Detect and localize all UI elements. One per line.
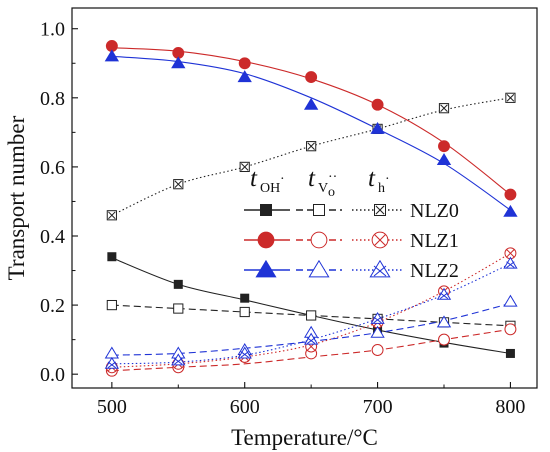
legend-label-nlz1: NLZ1: [410, 230, 459, 252]
legend-header-sub-h: h: [378, 181, 385, 196]
data-point-nlz0-h-550: [173, 179, 184, 190]
data-point-nlz0-h-500: [106, 210, 117, 221]
y-tick-label-0: 0.0: [40, 364, 65, 386]
data-point-nlz2-oh-500: [104, 49, 120, 62]
data-point-nlz1-oh-650: [305, 71, 318, 84]
legend-row-nlz1: NLZ1: [244, 230, 459, 252]
data-point-nlz2-v-800: [503, 294, 518, 307]
y-tick-label-0.4: 0.4: [40, 226, 65, 248]
legend-row-nlz0: NLZ0: [244, 200, 459, 222]
data-point-nlz2-oh-800: [503, 204, 518, 217]
legend-label-nlz0: NLZ0: [410, 200, 459, 222]
data-point-nlz0-h-800: [505, 92, 516, 103]
legend-header-sub-o: o: [328, 185, 335, 200]
y-tick-label-0.6: 0.6: [40, 157, 65, 179]
legend-marker-nlz2-oh: [255, 259, 277, 278]
legend-header-oh: t OH·: [250, 165, 285, 196]
plot-frame: [71, 7, 538, 389]
data-point-nlz2-oh-600: [237, 70, 252, 83]
data-point-nlz2-v-700: [370, 325, 385, 338]
data-point-nlz2-h-800: [503, 256, 518, 269]
legend-label-nlz2: NLZ2: [410, 260, 459, 282]
legend-header-h: t h·: [368, 165, 390, 196]
x-tick-label-500: 500: [97, 396, 127, 418]
y-tick-label-1: 1.0: [40, 19, 65, 41]
x-tick-label-600: 600: [230, 396, 260, 418]
legend-header-sub-v: V: [318, 181, 328, 196]
y-axis-title: Transport number: [4, 115, 29, 280]
data-point-nlz0-oh-550: [173, 279, 183, 289]
data-point-nlz0-v-650: [306, 310, 317, 321]
data-point-nlz2-v-750: [436, 315, 452, 328]
x-tick-label-800: 800: [495, 396, 525, 418]
data-point-nlz1-oh-600: [238, 57, 251, 70]
data-point-nlz0-v-600: [239, 306, 250, 318]
data-point-nlz2-oh-750: [436, 153, 452, 165]
legend-row-nlz2: NLZ2: [244, 259, 459, 282]
data-point-nlz0-h-600: [239, 161, 250, 173]
y-tick-label-0.8: 0.8: [40, 88, 65, 110]
series-markers: [104, 40, 518, 377]
series-line-nlz0-h: [111, 97, 511, 216]
legend-header-t-h: t: [368, 165, 376, 192]
x-axis-title: Temperature/°C: [231, 425, 378, 450]
data-point-nlz2-oh-550: [171, 56, 186, 69]
data-point-nlz2-h-600: [237, 346, 252, 359]
legend-header-sub-oh: OH: [260, 181, 280, 196]
ticks: 500 600 700 800 0.0 0.2 0.4 0.6 0.8 1.0: [40, 19, 525, 418]
data-point-nlz1-v-700: [371, 344, 384, 356]
axes: [71, 7, 538, 389]
legend-header-dot-oh: ·: [280, 172, 285, 187]
legend-header-t-v: t: [308, 165, 316, 192]
legend-header-sub-dots: ··: [328, 170, 337, 185]
data-point-nlz2-oh-700: [370, 121, 385, 134]
y-tick-label-0.2: 0.2: [40, 295, 65, 317]
legend-header-t-oh: t: [250, 165, 258, 192]
legend-marker-nlz1-v: [310, 231, 328, 249]
legend-marker-nlz0-h: [374, 204, 386, 216]
data-point-nlz2-v-500: [104, 346, 120, 359]
data-point-nlz2-h-650: [303, 332, 319, 345]
data-point-nlz1-h-800: [504, 247, 517, 260]
data-point-nlz2-oh-650: [303, 97, 319, 110]
data-point-nlz2-h-500: [104, 356, 120, 369]
legend-marker-nlz0-oh: [260, 204, 272, 216]
data-point-nlz2-h-700: [370, 311, 385, 324]
data-point-nlz1-oh-700: [371, 98, 384, 111]
data-point-nlz1-v-750: [438, 333, 450, 346]
data-point-nlz0-h-650: [306, 141, 317, 152]
x-tick-label-700: 700: [363, 396, 393, 418]
legend-marker-nlz2-h: [369, 259, 391, 278]
legend-marker-nlz2-v: [308, 259, 330, 278]
data-point-nlz1-oh-750: [438, 140, 450, 153]
data-point-nlz0-v-550: [173, 303, 184, 314]
data-point-nlz0-oh-800: [505, 348, 515, 358]
legend-marker-nlz0-v: [313, 204, 325, 216]
data-point-nlz2-h-550: [171, 353, 186, 366]
data-point-nlz0-h-750: [438, 103, 450, 114]
data-point-nlz0-oh-500: [107, 252, 117, 262]
data-point-nlz0-v-500: [106, 299, 117, 311]
data-point-nlz0-oh-600: [240, 293, 250, 303]
legend-marker-nlz1-h: [371, 231, 389, 249]
legend-marker-nlz1-oh: [257, 231, 275, 249]
data-point-nlz2-h-750: [436, 287, 452, 300]
data-point-nlz1-oh-800: [504, 188, 517, 201]
legend-header-dot-h: ·: [385, 172, 390, 187]
data-point-nlz1-v-800: [504, 323, 517, 336]
